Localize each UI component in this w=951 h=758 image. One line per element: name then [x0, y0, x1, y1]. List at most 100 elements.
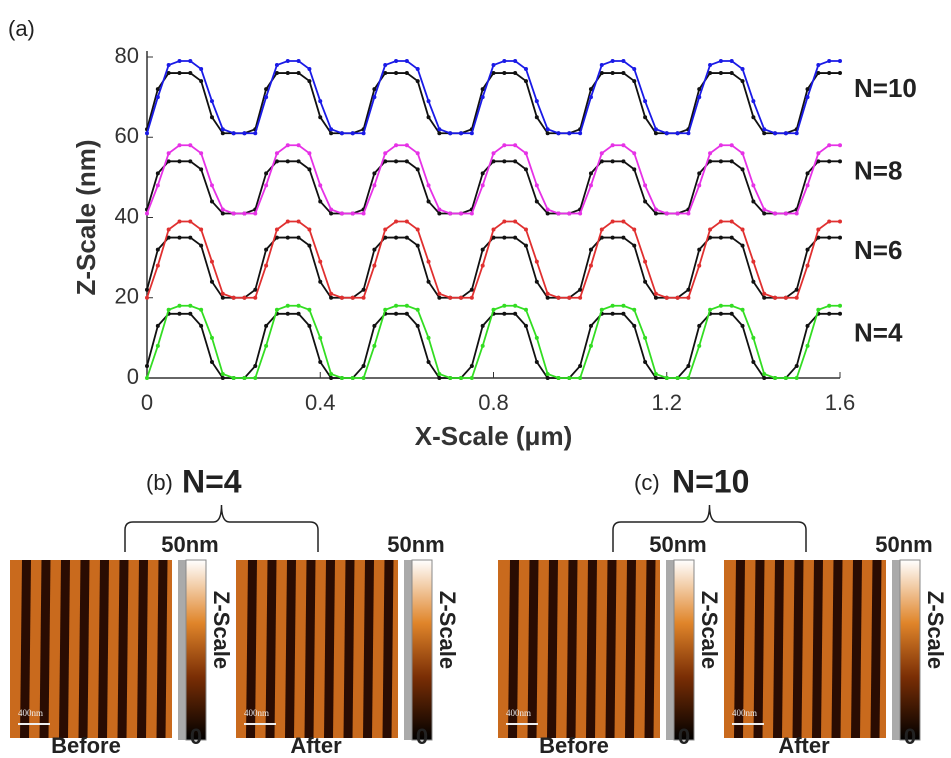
stripe [753, 560, 765, 738]
data-point [653, 371, 658, 376]
data-point [166, 159, 171, 164]
data-point [621, 219, 626, 224]
data-point [653, 127, 658, 132]
data-point [209, 359, 214, 364]
data-point [199, 227, 204, 232]
series-line [146, 72, 840, 135]
data-point [740, 79, 745, 84]
data-point [838, 159, 842, 164]
data-point [545, 207, 550, 212]
data-point [166, 227, 171, 232]
data-point [556, 295, 561, 300]
data-point [199, 243, 204, 248]
data-point [838, 71, 842, 76]
data-point [632, 243, 637, 248]
data-point [404, 143, 409, 148]
data-point [794, 376, 799, 380]
data-point [480, 171, 485, 176]
data-point [394, 159, 399, 164]
data-point [166, 235, 171, 240]
data-point [318, 115, 323, 120]
data-point [588, 263, 593, 268]
stripe [117, 560, 129, 738]
data-point [773, 211, 778, 216]
data-point [643, 99, 648, 104]
data-point [437, 295, 442, 300]
data-point [307, 243, 312, 248]
data-point [220, 211, 225, 216]
data-point [578, 295, 583, 300]
data-point [253, 363, 258, 368]
data-point [448, 376, 453, 380]
stripe [246, 560, 257, 738]
data-point [188, 219, 193, 224]
data-point [827, 159, 832, 164]
data-point [361, 131, 366, 136]
data-point [838, 59, 842, 64]
data-point [632, 307, 637, 312]
data-point [729, 143, 734, 148]
stripe [39, 560, 51, 738]
data-point [307, 67, 312, 72]
data-point [718, 143, 723, 148]
data-point [513, 71, 518, 76]
data-point [675, 211, 680, 216]
data-point [718, 71, 723, 76]
data-point [545, 127, 550, 132]
stripe [605, 560, 617, 738]
data-point [827, 311, 832, 316]
y-tick-label: 60 [115, 123, 139, 148]
data-point [459, 295, 464, 300]
data-point [502, 143, 507, 148]
data-point [718, 235, 723, 240]
data-point [523, 323, 528, 328]
data-point [231, 295, 236, 300]
data-point [426, 359, 431, 364]
data-point [415, 243, 420, 248]
data-point [372, 323, 377, 328]
x-tick-label: 1.2 [651, 390, 682, 415]
data-point [838, 143, 842, 148]
data-point [545, 291, 550, 296]
data-point [426, 279, 431, 284]
data-point [318, 183, 323, 188]
data-point [773, 295, 778, 300]
data-point [177, 143, 182, 148]
data-point [588, 323, 593, 328]
data-point [610, 219, 615, 224]
data-point [253, 131, 258, 136]
data-point [394, 143, 399, 148]
x-tick-label: 0 [141, 390, 153, 415]
data-point [513, 219, 518, 224]
data-point [708, 159, 713, 164]
data-point [827, 219, 832, 224]
data-point [372, 183, 377, 188]
data-point [751, 279, 756, 284]
colorbar-min: 0 [190, 724, 202, 749]
colorbar-edge [404, 560, 412, 740]
data-point [762, 207, 767, 212]
data-point [599, 235, 604, 240]
data-point [762, 371, 767, 376]
data-point [708, 235, 713, 240]
data-point [588, 171, 593, 176]
data-point [610, 159, 615, 164]
y-tick-label: 20 [115, 284, 139, 309]
data-point [838, 219, 842, 224]
data-point [708, 63, 713, 68]
data-point [318, 199, 323, 204]
data-point [545, 371, 550, 376]
data-point [155, 263, 160, 268]
data-point [513, 143, 518, 148]
data-point [329, 295, 334, 300]
data-point [610, 235, 615, 240]
data-point [632, 67, 637, 72]
stripe [566, 560, 578, 738]
data-point [437, 131, 442, 136]
data-point [491, 151, 496, 156]
data-point [177, 235, 182, 240]
data-point [545, 211, 550, 216]
data-point [523, 307, 528, 312]
data-point [459, 211, 464, 216]
data-point [708, 307, 713, 312]
